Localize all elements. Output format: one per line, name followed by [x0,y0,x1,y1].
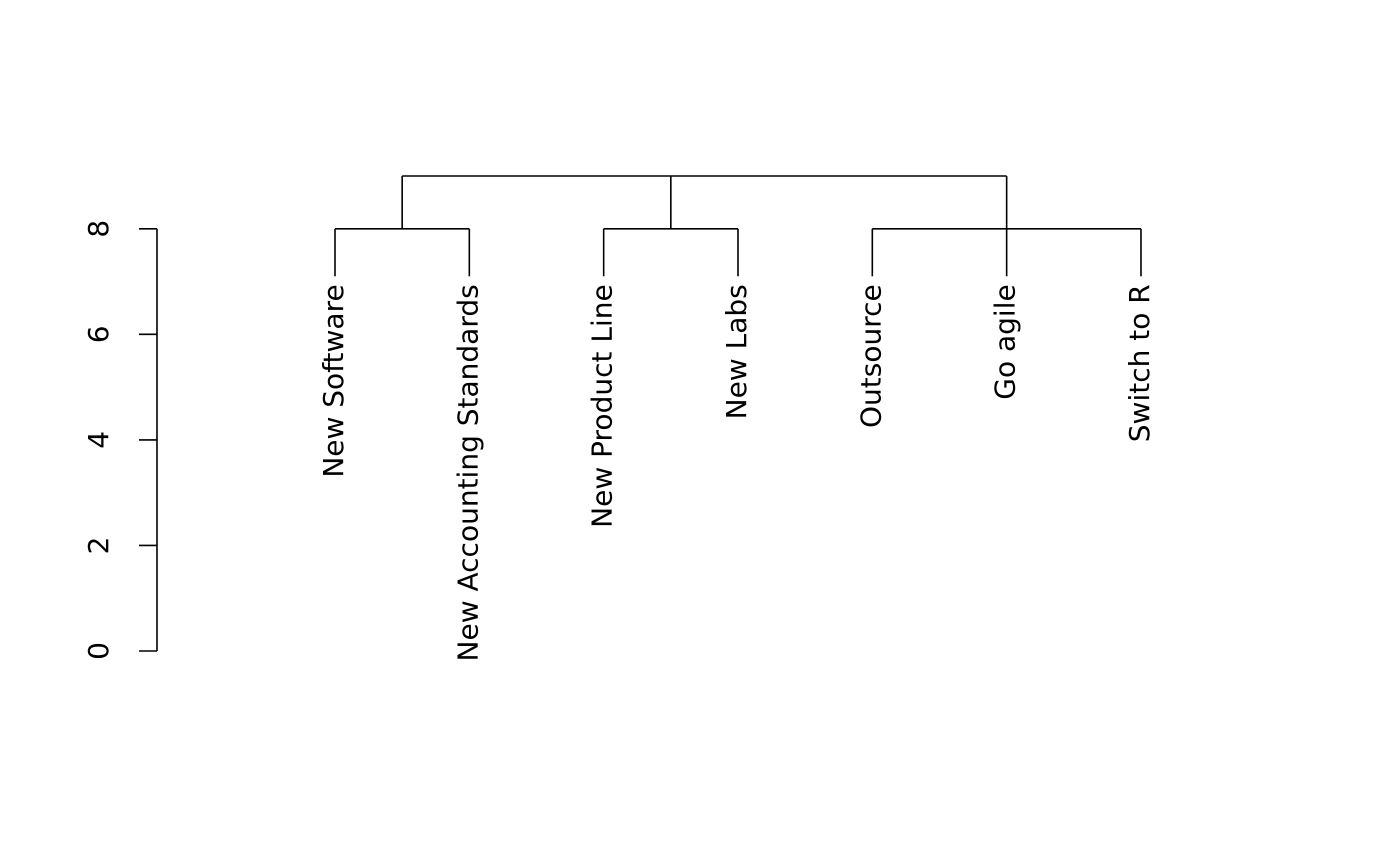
leaf-label: New Software [317,284,350,477]
leaf-label: Outsource [854,284,887,428]
leaf-label: New Labs [720,284,753,419]
leaf-label: Go agile [989,284,1022,399]
leaf-label: New Accounting Standards [451,284,484,661]
leaf-label: New Product Line [586,284,619,528]
y-tick-label: 8 [82,220,115,238]
y-tick-label: 4 [82,431,115,449]
y-tick-label: 6 [82,325,115,343]
y-tick-label: 2 [82,537,115,555]
y-tick-label: 0 [82,642,115,660]
leaf-label: Switch to R [1123,284,1156,442]
